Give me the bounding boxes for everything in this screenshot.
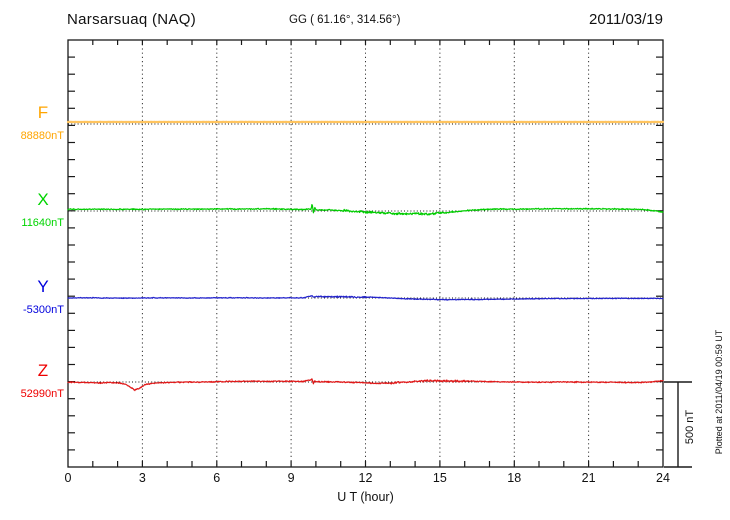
trace-Y: [67, 295, 664, 301]
trace-Z: [67, 378, 664, 392]
station-coordinates: GG ( 61.16°, 314.56°): [289, 14, 401, 26]
x-tick-label-6: 6: [213, 471, 221, 485]
x-tick-label-9: 9: [287, 471, 295, 485]
station-title: Narsarsuaq (NAQ): [67, 11, 196, 28]
component-baseline-value-Z: 52990nT: [20, 388, 64, 400]
component-label-F: F: [37, 103, 49, 122]
component-label-X: X: [37, 190, 49, 209]
x-tick-label-0: 0: [64, 471, 72, 485]
x-tick-label-18: 18: [507, 471, 522, 485]
x-tick-label-15: 15: [432, 471, 447, 485]
trace-X: [67, 204, 664, 216]
component-label-Y: Y: [37, 277, 49, 296]
x-axis-title: U T (hour): [337, 490, 394, 504]
component-baseline-value-F: 88880nT: [20, 130, 64, 142]
component-baseline-value-Y: -5300nT: [23, 304, 64, 316]
scale-bar-label: 500 nT: [684, 409, 696, 445]
x-tick-label-12: 12: [358, 471, 373, 485]
x-tick-label-3: 3: [138, 471, 146, 485]
component-label-Z: Z: [37, 361, 49, 380]
x-tick-label-21: 21: [581, 471, 596, 485]
plotted-at-note: Plotted at 2011/04/19 00:59 UT: [714, 329, 724, 455]
component-baseline-value-X: 11640nT: [21, 217, 64, 229]
plot-date: 2011/03/19: [589, 11, 663, 28]
x-tick-label-24: 24: [656, 471, 670, 485]
